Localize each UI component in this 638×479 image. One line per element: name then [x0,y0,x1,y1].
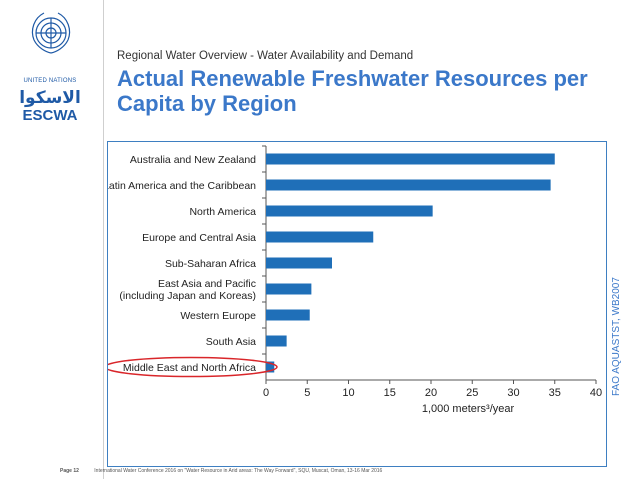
category-label: Sub-Saharan Africa [165,258,256,270]
bar [266,179,551,191]
divider [103,0,104,479]
category-label: South Asia [206,336,256,348]
footer-text: International Water Conference 2016 on "… [94,468,383,474]
bar-chart: Australia and New Zealand Latin America a… [103,145,602,415]
category-label: Western Europe [180,310,256,322]
un-label: UNITED NATIONS [23,78,77,84]
x-tick-label: 5 [304,387,310,399]
org-name: ESCWA [22,107,78,124]
x-tick-label: 15 [384,387,396,399]
slide-subtitle: Regional Water Overview - Water Availabi… [117,50,414,62]
category-label: Latin America and the Caribbean [108,180,256,192]
page-number: Page 12 [60,468,79,474]
x-axis-title: 1,000 meters³/year [422,403,515,415]
x-tick-label: 25 [466,387,478,399]
bar [266,361,275,373]
category-label: Europe and Central Asia [142,232,256,244]
org-arabic-name: الاسكوا [19,88,81,107]
x-tick-label: 10 [342,387,354,399]
footer: Page 12 International Water Conference 2… [60,468,382,474]
category-label: East Asia and Pacific [158,278,256,290]
bar [266,257,332,269]
x-tick-label: 40 [590,387,602,399]
x-tick-label: 35 [549,387,561,399]
sidebar: UNITED NATIONS الاسكوا ESCWA [0,0,100,479]
chart-frame: Australia and New Zealand Latin America a… [103,141,607,467]
slide-title: Actual Renewable Freshwater Resources pe… [117,66,588,116]
bar [266,153,555,165]
bar [266,205,433,217]
x-tick-label: 0 [263,387,269,399]
category-label: Australia and New Zealand [130,154,256,166]
bar [266,231,374,243]
bar [266,283,312,295]
category-label: Middle East and North Africa [123,362,256,374]
source-text: FAO AQUASTST, WB2007 [611,277,622,396]
bar [266,309,310,321]
x-tick-label: 20 [425,387,437,399]
category-label: North America [189,206,256,218]
category-label: (including Japan and Koreas) [119,290,256,302]
un-emblem-icon [31,12,71,54]
bar [266,335,287,347]
x-tick-label: 30 [507,387,519,399]
